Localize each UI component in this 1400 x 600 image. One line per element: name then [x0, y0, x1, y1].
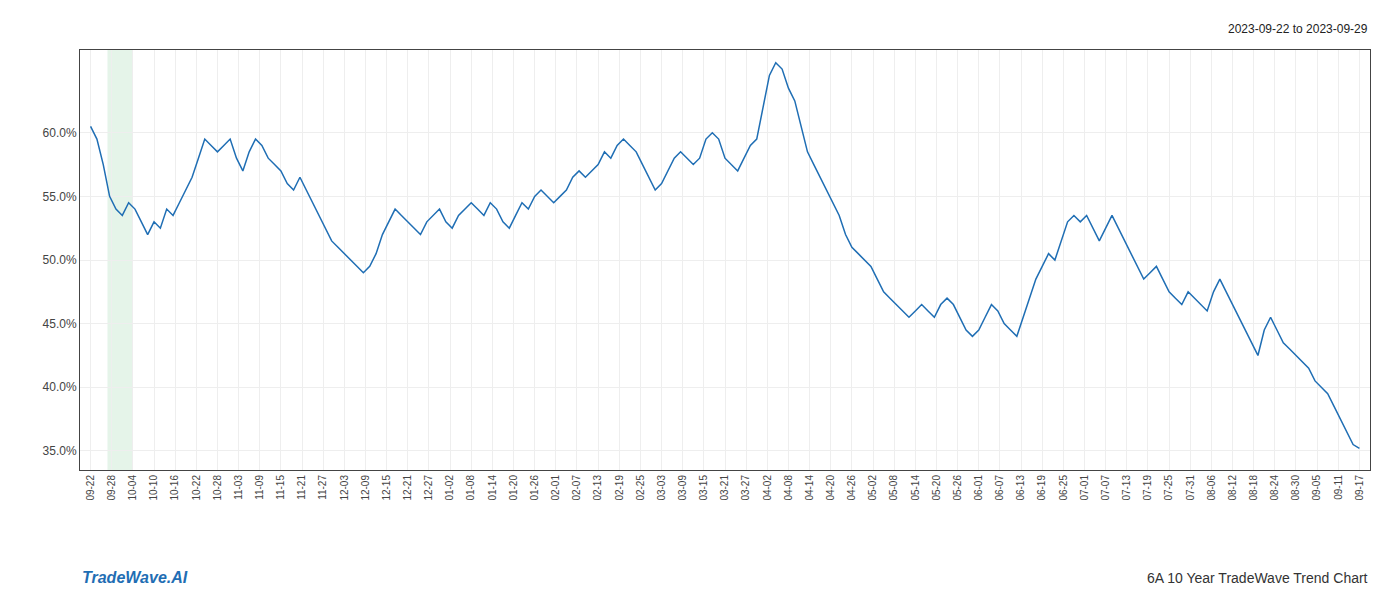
- svg-text:10-16: 10-16: [169, 475, 180, 501]
- svg-text:03-03: 03-03: [656, 475, 667, 501]
- svg-text:04-20: 04-20: [825, 475, 836, 501]
- svg-text:11-21: 11-21: [296, 475, 307, 500]
- svg-text:60.0%: 60.0%: [43, 126, 77, 140]
- svg-text:02-19: 02-19: [614, 475, 625, 501]
- svg-text:03-09: 03-09: [677, 475, 688, 501]
- svg-text:55.0%: 55.0%: [43, 190, 77, 204]
- svg-text:01-08: 01-08: [465, 475, 476, 501]
- svg-text:10-10: 10-10: [148, 475, 159, 501]
- svg-text:01-26: 01-26: [529, 475, 540, 501]
- svg-text:03-21: 03-21: [719, 475, 730, 501]
- svg-text:04-26: 04-26: [846, 475, 857, 501]
- svg-text:TradeWave.AI: TradeWave.AI: [82, 569, 188, 586]
- svg-text:10-22: 10-22: [191, 475, 202, 501]
- svg-text:12-27: 12-27: [423, 475, 434, 501]
- svg-text:45.0%: 45.0%: [43, 317, 77, 331]
- svg-text:10-04: 10-04: [127, 475, 138, 501]
- svg-text:07-25: 07-25: [1163, 475, 1174, 501]
- svg-text:07-07: 07-07: [1100, 475, 1111, 501]
- svg-text:11-03: 11-03: [233, 475, 244, 500]
- svg-text:02-07: 02-07: [571, 475, 582, 501]
- svg-text:07-19: 07-19: [1142, 475, 1153, 501]
- svg-text:02-25: 02-25: [635, 475, 646, 501]
- svg-text:12-03: 12-03: [339, 475, 350, 501]
- svg-text:35.0%: 35.0%: [43, 444, 77, 458]
- svg-text:08-06: 08-06: [1206, 475, 1217, 501]
- svg-text:01-20: 01-20: [508, 475, 519, 501]
- svg-text:07-31: 07-31: [1185, 475, 1196, 501]
- svg-text:12-21: 12-21: [402, 475, 413, 501]
- svg-text:12-15: 12-15: [381, 475, 392, 501]
- svg-text:06-07: 06-07: [994, 475, 1005, 501]
- svg-text:09-11: 09-11: [1333, 475, 1344, 500]
- svg-text:08-24: 08-24: [1269, 475, 1280, 501]
- svg-text:05-02: 05-02: [867, 475, 878, 501]
- svg-text:2023-09-22 to 2023-09-29: 2023-09-22 to 2023-09-29: [1228, 22, 1368, 36]
- svg-text:40.0%: 40.0%: [43, 380, 77, 394]
- svg-text:09-05: 09-05: [1311, 475, 1322, 501]
- svg-text:04-08: 04-08: [783, 475, 794, 501]
- svg-text:11-09: 11-09: [254, 475, 265, 500]
- svg-text:05-08: 05-08: [888, 475, 899, 501]
- svg-text:06-01: 06-01: [973, 475, 984, 501]
- svg-text:04-14: 04-14: [804, 475, 815, 501]
- svg-text:06-13: 06-13: [1015, 475, 1026, 501]
- svg-text:12-09: 12-09: [360, 475, 371, 501]
- svg-text:07-01: 07-01: [1079, 475, 1090, 501]
- svg-text:01-02: 01-02: [444, 475, 455, 501]
- svg-text:10-28: 10-28: [212, 475, 223, 501]
- svg-text:03-27: 03-27: [740, 475, 751, 501]
- svg-text:09-28: 09-28: [106, 475, 117, 501]
- svg-text:08-18: 08-18: [1248, 475, 1259, 501]
- svg-text:09-22: 09-22: [85, 475, 96, 501]
- svg-text:11-15: 11-15: [275, 475, 286, 500]
- svg-text:07-13: 07-13: [1121, 475, 1132, 501]
- svg-text:08-30: 08-30: [1290, 475, 1301, 501]
- svg-text:08-12: 08-12: [1227, 475, 1238, 501]
- svg-text:05-26: 05-26: [952, 475, 963, 501]
- svg-text:6A 10 Year TradeWave Trend Cha: 6A 10 Year TradeWave Trend Chart: [1147, 570, 1368, 586]
- svg-text:05-20: 05-20: [931, 475, 942, 501]
- svg-text:06-25: 06-25: [1058, 475, 1069, 501]
- svg-text:02-13: 02-13: [592, 475, 603, 501]
- svg-text:04-02: 04-02: [762, 475, 773, 501]
- svg-text:09-17: 09-17: [1354, 475, 1365, 501]
- svg-text:50.0%: 50.0%: [43, 253, 77, 267]
- svg-text:11-27: 11-27: [317, 475, 328, 500]
- svg-text:05-14: 05-14: [910, 475, 921, 501]
- svg-text:02-01: 02-01: [550, 475, 561, 501]
- svg-text:03-15: 03-15: [698, 475, 709, 501]
- svg-text:06-19: 06-19: [1036, 475, 1047, 501]
- svg-text:01-14: 01-14: [487, 475, 498, 501]
